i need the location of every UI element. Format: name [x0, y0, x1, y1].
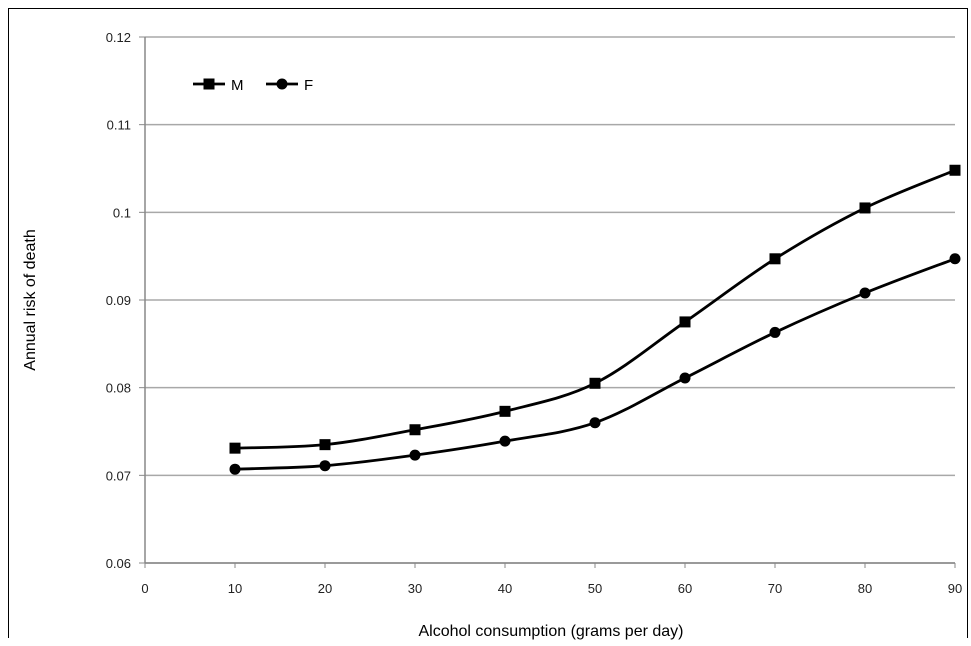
data-point-F-20: [319, 460, 331, 472]
data-point-F-80: [859, 287, 871, 299]
y-tick-labels: 0.06 0.07 0.08 0.09 0.1 0.11 0.12: [106, 30, 131, 571]
data-point-F-60: [679, 372, 691, 384]
x-axis-label: Alcohol consumption (grams per day): [418, 623, 683, 640]
data-point-M-90: [949, 164, 961, 176]
legend-marker-M: [203, 78, 215, 90]
data-point-M-50: [589, 377, 601, 389]
data-point-M-80: [859, 202, 871, 214]
y-tick-label: 0.07: [106, 468, 131, 483]
legend-marker-F: [276, 78, 288, 90]
y-tick-label: 0.09: [106, 293, 131, 308]
data-point-F-10: [229, 463, 241, 475]
x-tick-label: 40: [498, 581, 512, 596]
data-point-M-70: [769, 253, 781, 265]
x-tick-label: 80: [858, 581, 872, 596]
data-point-F-30: [409, 449, 421, 461]
x-tick-label: 0: [141, 581, 148, 596]
axes: [139, 36, 956, 568]
series-line-F: [234, 257, 956, 471]
chart-frame: [8, 8, 968, 638]
data-point-M-20: [319, 439, 331, 451]
gridlines: [145, 36, 955, 564]
y-tick-label: 0.11: [107, 118, 131, 133]
data-point-M-40: [499, 405, 511, 417]
legend-label-F: F: [304, 77, 313, 94]
x-tick-label: 60: [678, 581, 692, 596]
y-tick-label: 0.08: [106, 381, 131, 396]
y-tick-label: 0.12: [106, 30, 131, 45]
data-point-F-70: [769, 326, 781, 338]
data-point-M-30: [409, 424, 421, 436]
x-tick-label: 90: [948, 581, 962, 596]
x-tick-label: 10: [228, 581, 242, 596]
x-tick-label: 20: [318, 581, 332, 596]
y-axis-label: Annual risk of death: [22, 229, 39, 370]
data-point-F-40: [499, 435, 511, 447]
data-point-M-60: [679, 316, 691, 328]
data-point-F-50: [589, 417, 601, 429]
x-tick-label: 30: [408, 581, 422, 596]
legend-label-M: M: [231, 77, 244, 94]
x-tick-label: 50: [588, 581, 602, 596]
y-tick-label: 0.06: [106, 556, 131, 571]
data-point-F-90: [949, 253, 961, 265]
y-tick-label: 0.1: [113, 205, 131, 220]
series-markers: [229, 164, 961, 475]
x-tick-labels: 0 10 20 30 40 50 60 70 80 90: [141, 581, 962, 596]
x-tick-label: 70: [768, 581, 782, 596]
data-point-M-10: [229, 442, 241, 454]
